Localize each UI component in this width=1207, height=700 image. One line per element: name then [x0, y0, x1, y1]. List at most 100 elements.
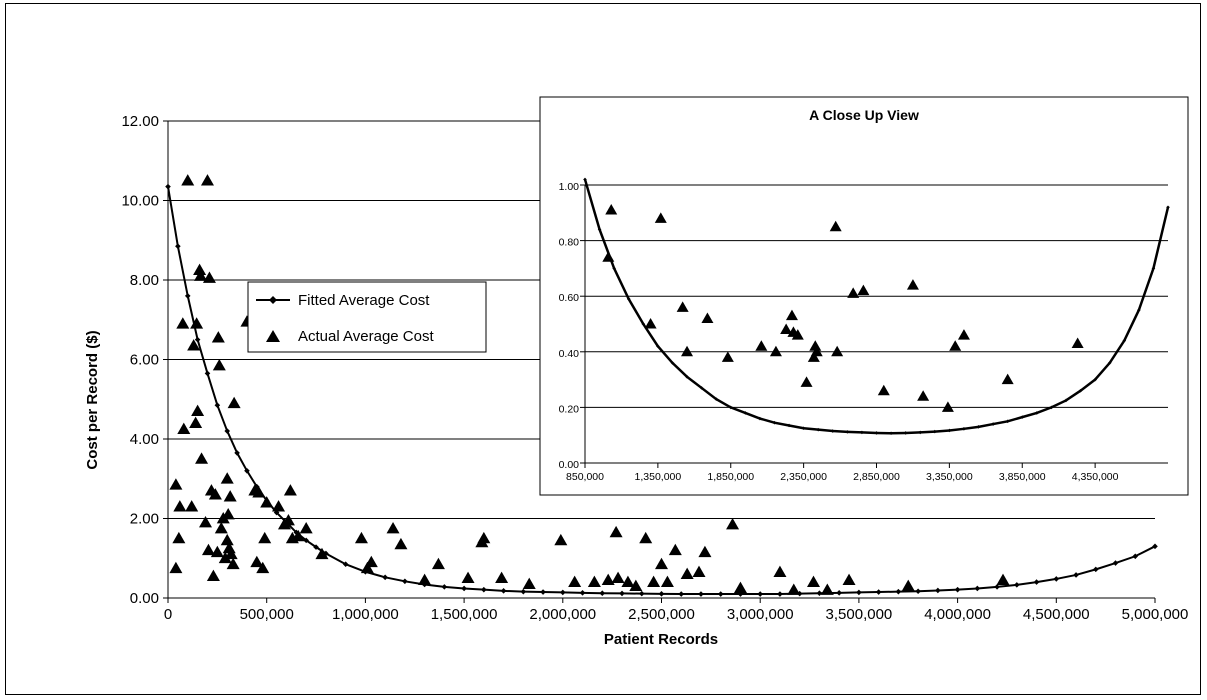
- main-fitted-point: [698, 591, 704, 597]
- main-x-tick-label: 2,500,000: [628, 606, 695, 623]
- inset-chart: A Close Up View 0.00 0.20 0.40 0.60 0.80 1.00…: [540, 97, 1188, 495]
- main-actual-point: [602, 574, 615, 585]
- main-actual-point: [191, 405, 204, 416]
- main-actual-point: [300, 522, 313, 533]
- main-actual-point: [647, 576, 660, 587]
- main-actual-point: [610, 526, 623, 537]
- inset-y-tick-label: 0.60: [559, 292, 580, 304]
- main-x-tick-label: 3,000,000: [727, 606, 794, 623]
- main-actual-point: [773, 566, 786, 577]
- main-fitted-point: [1073, 572, 1079, 578]
- main-fitted-point: [817, 590, 823, 596]
- main-actual-point: [693, 566, 706, 577]
- main-fitted-point: [165, 184, 171, 190]
- main-actual-point: [639, 532, 652, 543]
- main-actual-point: [997, 574, 1010, 585]
- main-y-tick-label: 2.00: [130, 511, 159, 528]
- inset-x-tick-label: 4,350,000: [1072, 471, 1119, 483]
- main-actual-point: [201, 174, 214, 185]
- legend-fitted-label: Fitted Average Cost: [298, 292, 430, 309]
- main-actual-point: [394, 538, 407, 549]
- main-actual-point: [169, 562, 182, 573]
- main-actual-point: [189, 417, 202, 428]
- main-y-tick-label: 0.00: [130, 590, 159, 607]
- main-actual-point: [365, 556, 378, 567]
- inset-title: A Close Up View: [809, 107, 919, 123]
- main-actual-point: [462, 572, 475, 583]
- main-fitted-point: [461, 586, 467, 592]
- inset-y-tick-label: 0.80: [559, 237, 580, 249]
- main-actual-point: [807, 576, 820, 587]
- inset-y-tick-label: 1.00: [559, 181, 580, 193]
- main-actual-point: [661, 576, 674, 587]
- main-x-tick-label: 0: [164, 606, 172, 623]
- main-actual-point: [228, 397, 241, 408]
- main-actual-point: [588, 576, 601, 587]
- main-x-tick-label: 4,000,000: [924, 606, 991, 623]
- main-actual-point: [195, 452, 208, 463]
- inset-y-tick-label: 0.40: [559, 348, 580, 360]
- x-axis-title: Patient Records: [604, 631, 718, 648]
- main-fitted-point: [659, 591, 665, 597]
- main-actual-point: [199, 516, 212, 527]
- inset-x-tick-label: 1,850,000: [707, 471, 754, 483]
- main-fitted-point: [856, 590, 862, 596]
- main-fitted-point: [955, 587, 961, 593]
- main-actual-point: [260, 496, 273, 507]
- main-actual-point: [698, 546, 711, 557]
- main-x-tick-label: 1,500,000: [431, 606, 498, 623]
- main-fitted-point: [195, 337, 201, 343]
- main-actual-point: [213, 359, 226, 370]
- main-actual-point: [173, 500, 186, 511]
- main-actual-point: [272, 500, 285, 511]
- main-actual-point: [902, 580, 915, 591]
- main-actual-point: [284, 484, 297, 495]
- inset-x-tick-label: 850,000: [566, 471, 604, 483]
- main-y-tick-label: 8.00: [130, 272, 159, 289]
- main-actual-point: [207, 570, 220, 581]
- main-fitted-point: [1113, 560, 1119, 566]
- main-fitted-point: [777, 591, 783, 597]
- main-actual-point: [177, 423, 190, 434]
- main-actual-point: [224, 490, 237, 501]
- main-fitted-point: [501, 588, 507, 594]
- y-axis-title: Cost per Record ($): [84, 330, 101, 469]
- main-x-tick-labels: 0 500,000 1,000,000 1,500,000 2,000,000 2,500…: [164, 606, 1189, 623]
- main-fitted-point: [175, 243, 181, 249]
- main-fitted-point: [1054, 576, 1060, 582]
- main-fitted-point: [935, 588, 941, 594]
- main-actual-point: [181, 174, 194, 185]
- main-fitted-point: [1093, 567, 1099, 573]
- legend-actual-label: Actual Average Cost: [298, 328, 434, 345]
- main-fitted-point: [678, 591, 684, 597]
- main-x-tick-label: 4,500,000: [1023, 606, 1090, 623]
- main-actual-point: [726, 518, 739, 529]
- main-fitted-point: [836, 590, 842, 596]
- main-x-tick-label: 5,000,000: [1122, 606, 1189, 623]
- main-fitted-point: [1034, 579, 1040, 585]
- inset-y-tick-label: 0.20: [559, 403, 580, 415]
- main-actual-point: [523, 578, 536, 589]
- main-fitted-point: [619, 591, 625, 597]
- main-x-tick-label: 500,000: [240, 606, 294, 623]
- main-actual-point: [169, 478, 182, 489]
- main-fitted-point: [521, 589, 527, 595]
- main-fitted-point: [402, 579, 408, 585]
- main-actual-point: [681, 568, 694, 579]
- main-actual-point: [418, 574, 431, 585]
- main-y-tick-label: 6.00: [130, 352, 159, 369]
- main-actual-point: [185, 500, 198, 511]
- main-fitted-point: [560, 590, 566, 596]
- main-fitted-point: [915, 588, 921, 594]
- main-actual-point: [432, 558, 445, 569]
- main-actual-point: [172, 532, 185, 543]
- main-fitted-point: [896, 589, 902, 595]
- main-fitted-point: [1014, 582, 1020, 588]
- main-actual-point: [212, 331, 225, 342]
- main-fitted-point: [185, 293, 191, 299]
- main-fitted-point: [876, 589, 882, 595]
- main-actual-point: [221, 472, 234, 483]
- legend: Fitted Average Cost Actual Average Cost: [248, 282, 486, 352]
- main-actual-point: [221, 534, 234, 545]
- main-actual-point: [821, 584, 834, 595]
